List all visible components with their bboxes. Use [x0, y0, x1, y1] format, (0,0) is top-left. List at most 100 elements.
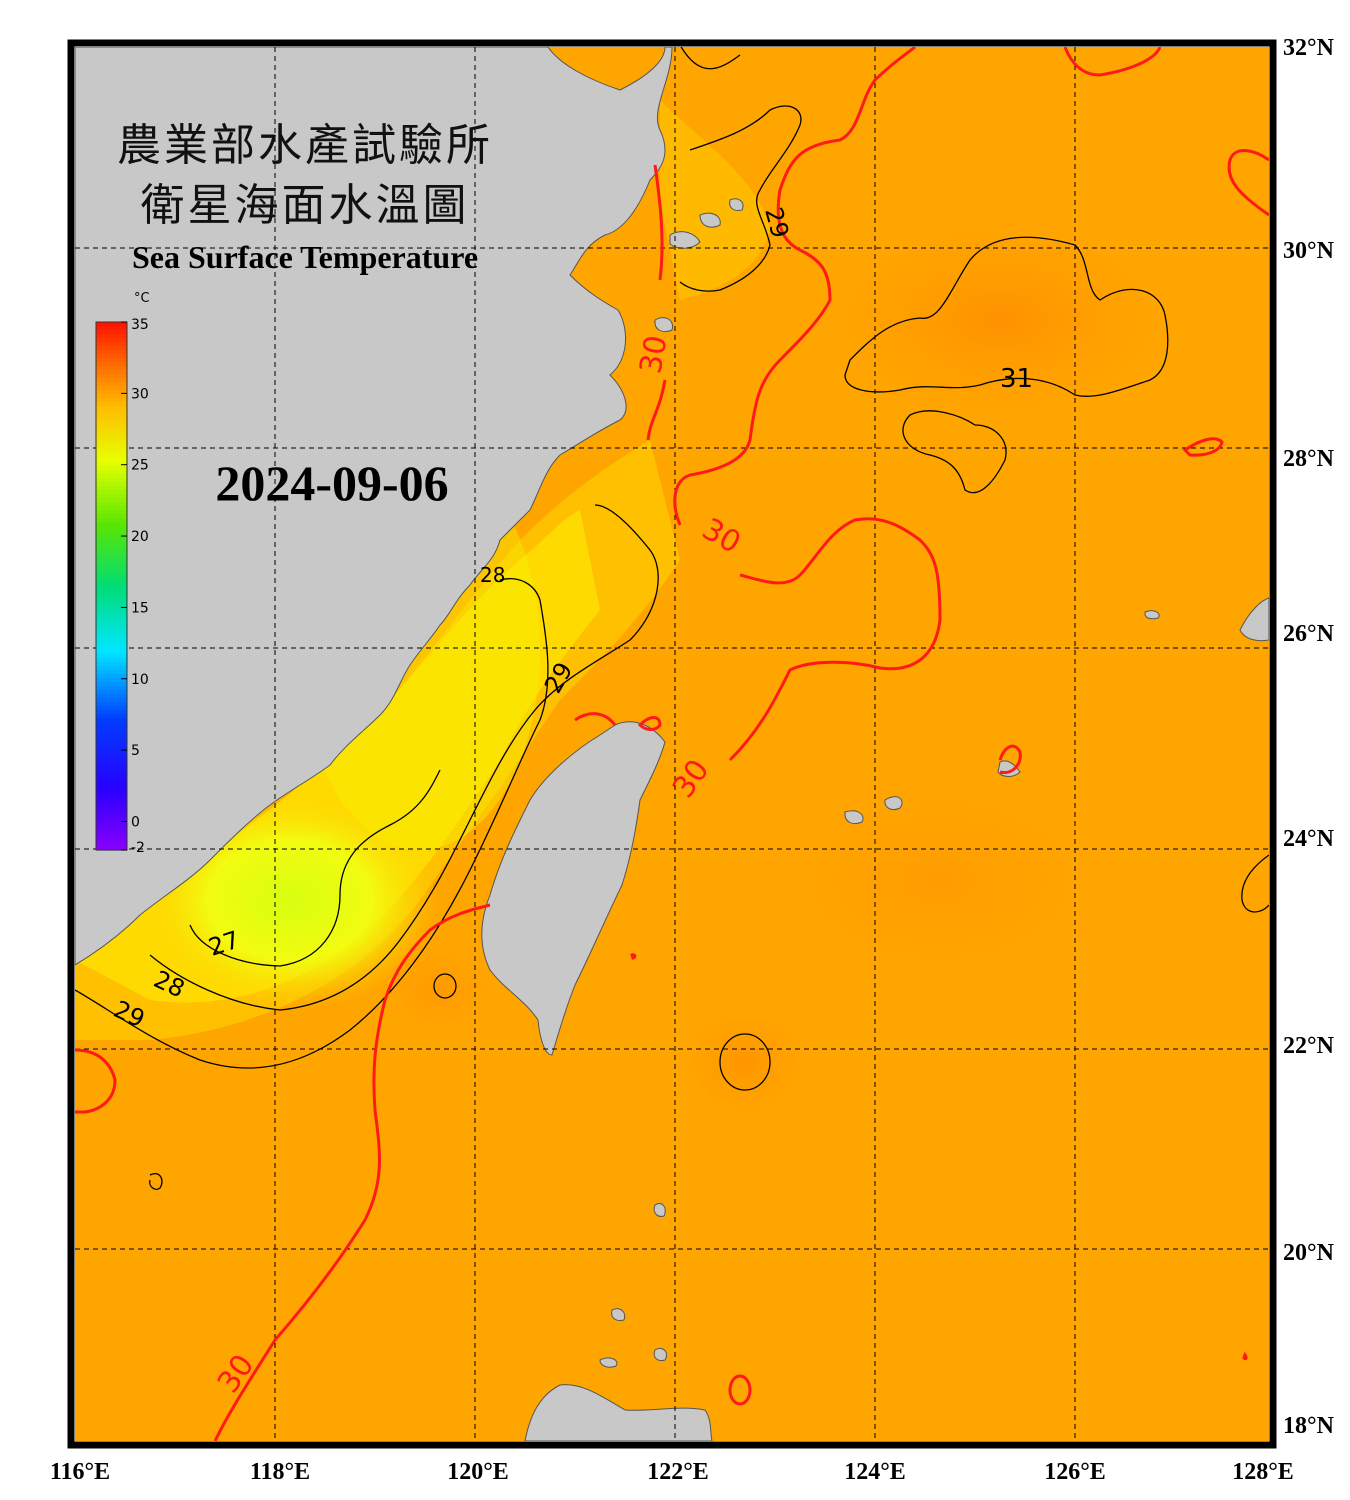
colorbar-swatch: [96, 458, 127, 463]
colorbar-swatch: [96, 370, 127, 375]
colorbar-swatch: [96, 758, 127, 763]
colorbar-swatch: [96, 346, 127, 351]
colorbar-swatch: [96, 830, 127, 835]
lon-label: 122°E: [647, 1459, 709, 1485]
isotherms-30: [75, 47, 1269, 1441]
colorbar-swatch: [96, 350, 127, 355]
contour-label-31: 31: [1000, 364, 1033, 394]
colorbar-swatch: [96, 754, 127, 759]
colorbar-swatch: [96, 402, 127, 407]
colorbar-swatch: [96, 786, 127, 791]
lon-label: 118°E: [250, 1459, 310, 1485]
colorbar-swatch: [96, 678, 127, 683]
colorbar-swatch: [96, 470, 127, 475]
colorbar-swatch: [96, 842, 127, 847]
colorbar-swatch: [96, 482, 127, 487]
colorbar-unit: °C: [134, 291, 150, 306]
lat-label: 30°N: [1283, 238, 1335, 264]
colorbar-swatch: [96, 454, 127, 459]
colorbar-swatch: [96, 394, 127, 399]
land-taiwan: [481, 721, 666, 1056]
colorbar-swatch: [96, 498, 127, 503]
colorbar-swatch: [96, 622, 127, 627]
colorbar-swatch: [96, 610, 127, 615]
land-areas: [75, 47, 1269, 1441]
colorbar: °C 35 30 25 20 15 10 5 0 -2: [95, 291, 150, 856]
land-mainland-china: [75, 47, 673, 966]
colorbar-swatch: [96, 550, 127, 555]
colorbar-swatch: [96, 674, 127, 679]
colorbar-swatch: [96, 598, 127, 603]
colorbar-swatch: [96, 414, 127, 419]
lon-label: 128°E: [1232, 1459, 1294, 1485]
colorbar-swatch: [96, 330, 127, 335]
colorbar-swatch: [96, 722, 127, 727]
colorbar-swatch: [96, 778, 127, 783]
colorbar-swatch: [96, 438, 127, 443]
lat-label: 18°N: [1283, 1413, 1335, 1439]
map-date: 2024-09-06: [215, 455, 448, 511]
colorbar-tick-label: 20: [131, 529, 149, 545]
colorbar-swatch: [96, 434, 127, 439]
colorbar-swatch: [96, 650, 127, 655]
colorbar-swatch: [96, 642, 127, 647]
colorbar-swatch: [96, 658, 127, 663]
colorbar-swatch: [96, 814, 127, 819]
colorbar-swatch: [96, 534, 127, 539]
colorbar-swatch: [96, 374, 127, 379]
colorbar-swatch: [96, 578, 127, 583]
colorbar-swatch: [96, 526, 127, 531]
colorbar-swatch: [96, 358, 127, 363]
colorbar-swatch: [96, 670, 127, 675]
lat-label: 22°N: [1283, 1033, 1335, 1059]
colorbar-swatch: [96, 390, 127, 395]
colorbar-swatch: [96, 630, 127, 635]
colorbar-swatch: [96, 686, 127, 691]
colorbar-swatch: [96, 606, 127, 611]
contour-label-28-coast: 28: [480, 563, 505, 587]
colorbar-swatch: [96, 618, 127, 623]
colorbar-swatch: [96, 426, 127, 431]
colorbar-tick-label: 5: [131, 743, 140, 759]
lat-label: 32°N: [1283, 35, 1335, 61]
colorbar-swatch: [96, 666, 127, 671]
colorbar-swatch: [96, 382, 127, 387]
colorbar-swatch: [96, 574, 127, 579]
colorbar-swatch: [96, 750, 127, 755]
lon-label: 126°E: [1044, 1459, 1106, 1485]
colorbar-swatch: [96, 798, 127, 803]
colorbar-swatch: [96, 562, 127, 567]
colorbar-swatch: [96, 770, 127, 775]
colorbar-swatch: [96, 462, 127, 467]
colorbar-swatch: [96, 682, 127, 687]
colorbar-swatch: [96, 690, 127, 695]
colorbar-swatch: [96, 442, 127, 447]
lon-label: 124°E: [844, 1459, 906, 1485]
title-block: 農業部水產試驗所 衛星海面水溫圖 Sea Surface Temperature: [117, 120, 490, 275]
colorbar-swatch: [96, 354, 127, 359]
colorbar-tick-label: 10: [131, 672, 149, 688]
isotherms-black: [75, 47, 1269, 1190]
colorbar-swatch: [96, 614, 127, 619]
colorbar-swatch: [96, 790, 127, 795]
colorbar-swatch: [96, 362, 127, 367]
colorbar-swatch: [96, 590, 127, 595]
colorbar-swatch: [96, 794, 127, 799]
colorbar-swatch: [96, 322, 127, 327]
colorbar-swatch: [96, 378, 127, 383]
colorbar-swatch: [96, 806, 127, 811]
colorbar-swatch: [96, 422, 127, 427]
lat-label: 26°N: [1283, 621, 1335, 647]
colorbar-swatch: [96, 342, 127, 347]
title-map-name: 衛星海面水溫圖: [141, 180, 470, 231]
colorbar-swatch: [96, 834, 127, 839]
colorbar-swatch: [96, 430, 127, 435]
colorbar-swatch: [96, 334, 127, 339]
colorbar-swatch: [96, 634, 127, 639]
lon-label: 116°E: [50, 1459, 110, 1485]
colorbar-swatch: [96, 486, 127, 491]
colorbar-swatch: [96, 326, 127, 331]
colorbar-swatch: [96, 478, 127, 483]
colorbar-swatch: [96, 410, 127, 415]
